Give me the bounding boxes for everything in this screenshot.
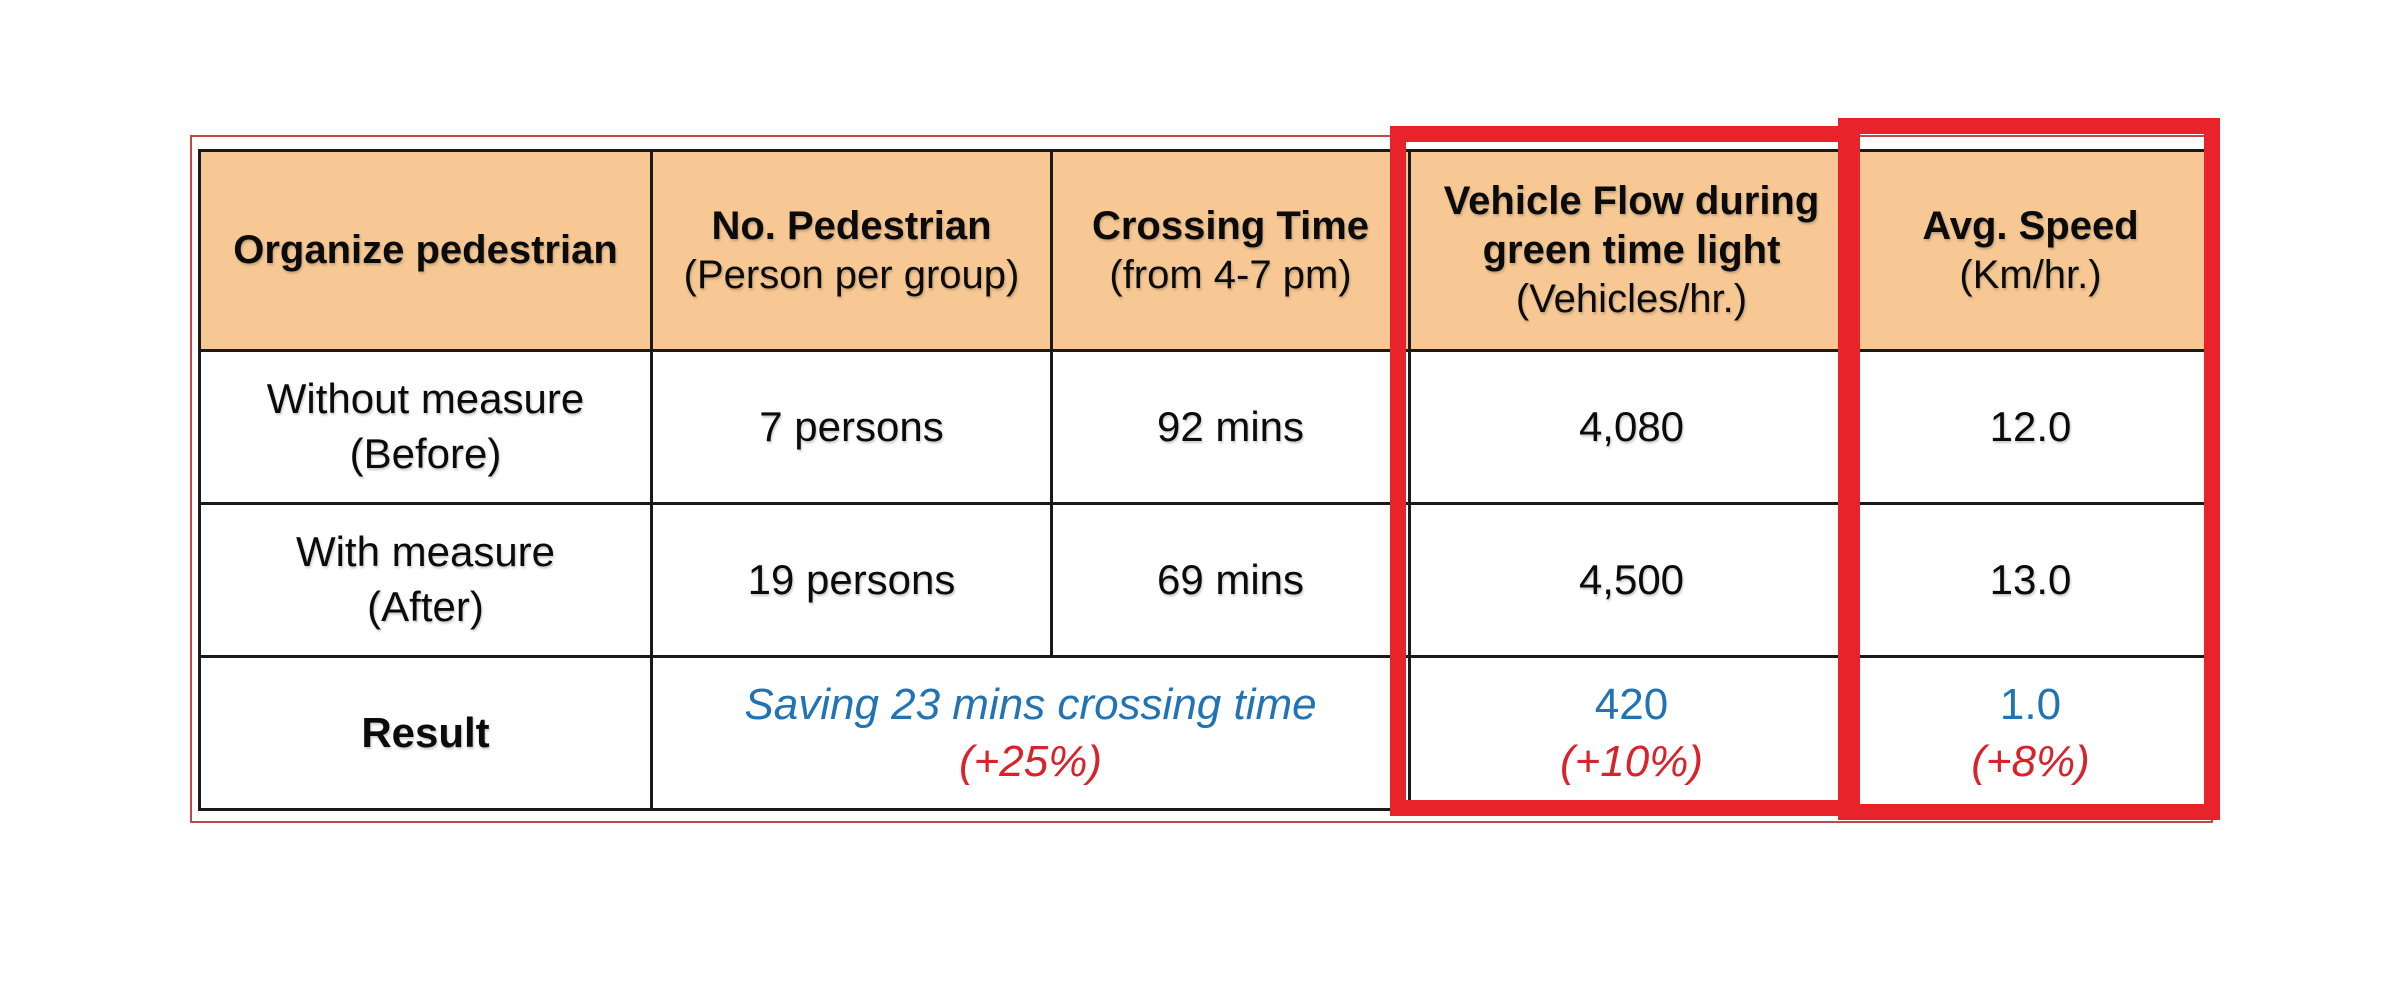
cell-before-label: Without measure (Before)	[198, 349, 653, 505]
result-speed-value: 1.0	[1999, 679, 2062, 729]
cell-after-pedestrian: 19 persons	[650, 502, 1053, 658]
cell-after-vehicle-flow: 4,500	[1408, 502, 1855, 658]
header-row: Organize pedestrian No. Pedestrian (Pers…	[198, 149, 2209, 352]
header-cell-no-pedestrian: No. Pedestrian (Person per group)	[650, 149, 1053, 352]
result-saving-text: Saving 23 mins crossing time	[744, 679, 1317, 729]
header-subtitle: (Km/hr.)	[1959, 252, 2102, 297]
row-label-line2: (After)	[367, 583, 484, 630]
cell-after-label: With measure (After)	[198, 502, 653, 658]
result-flow-delta: (+10%)	[1559, 737, 1704, 786]
header-title: Organize pedestrian	[233, 228, 618, 273]
header-subtitle: (Person per group)	[683, 252, 1020, 297]
header-cell-organize-pedestrian: Organize pedestrian	[198, 149, 653, 352]
cell-before-crossing-time: 92 mins	[1050, 349, 1411, 505]
header-title: Crossing Time	[1091, 203, 1370, 248]
cell-after-avg-speed: 13.0	[1852, 502, 2209, 658]
cell-before-avg-speed: 12.0	[1852, 349, 2209, 505]
header-cell-crossing-time: Crossing Time (from 4-7 pm)	[1050, 149, 1411, 352]
table-row-after: With measure (After) 19 persons 69 mins …	[198, 502, 2209, 658]
cell-result-vehicle-flow: 420 (+10%)	[1408, 655, 1855, 811]
header-cell-avg-speed: Avg. Speed (Km/hr.)	[1852, 149, 2209, 352]
cell-before-pedestrian: 7 persons	[650, 349, 1053, 505]
row-label-line2: (Before)	[349, 430, 502, 477]
header-subtitle: (from 4-7 pm)	[1109, 252, 1352, 297]
row-label-line1: With measure	[295, 528, 556, 576]
header-title: No. Pedestrian	[711, 203, 992, 248]
header-subtitle: (Vehicles/hr.)	[1515, 276, 1748, 321]
header-title: Vehicle Flow during green time light	[1443, 179, 1820, 273]
table-row-result: Result Saving 23 mins crossing time (+25…	[198, 655, 2209, 811]
result-label: Result	[361, 708, 490, 756]
result-speed-delta: (+8%)	[1971, 737, 2090, 786]
cell-before-vehicle-flow: 4,080	[1408, 349, 1855, 505]
cell-result-avg-speed: 1.0 (+8%)	[1852, 655, 2209, 811]
results-table: Organize pedestrian No. Pedestrian (Pers…	[198, 149, 2209, 811]
cell-result-label: Result	[198, 655, 653, 811]
cell-after-crossing-time: 69 mins	[1050, 502, 1411, 658]
cell-result-saving: Saving 23 mins crossing time (+25%)	[650, 655, 1411, 811]
result-saving-delta: (+25%)	[958, 737, 1103, 786]
header-title: Avg. Speed	[1922, 203, 2139, 248]
result-flow-value: 420	[1594, 679, 1669, 729]
row-label-line1: Without measure	[266, 375, 585, 423]
header-cell-vehicle-flow: Vehicle Flow during green time light (Ve…	[1408, 149, 1855, 352]
table-row-before: Without measure (Before) 7 persons 92 mi…	[198, 349, 2209, 505]
